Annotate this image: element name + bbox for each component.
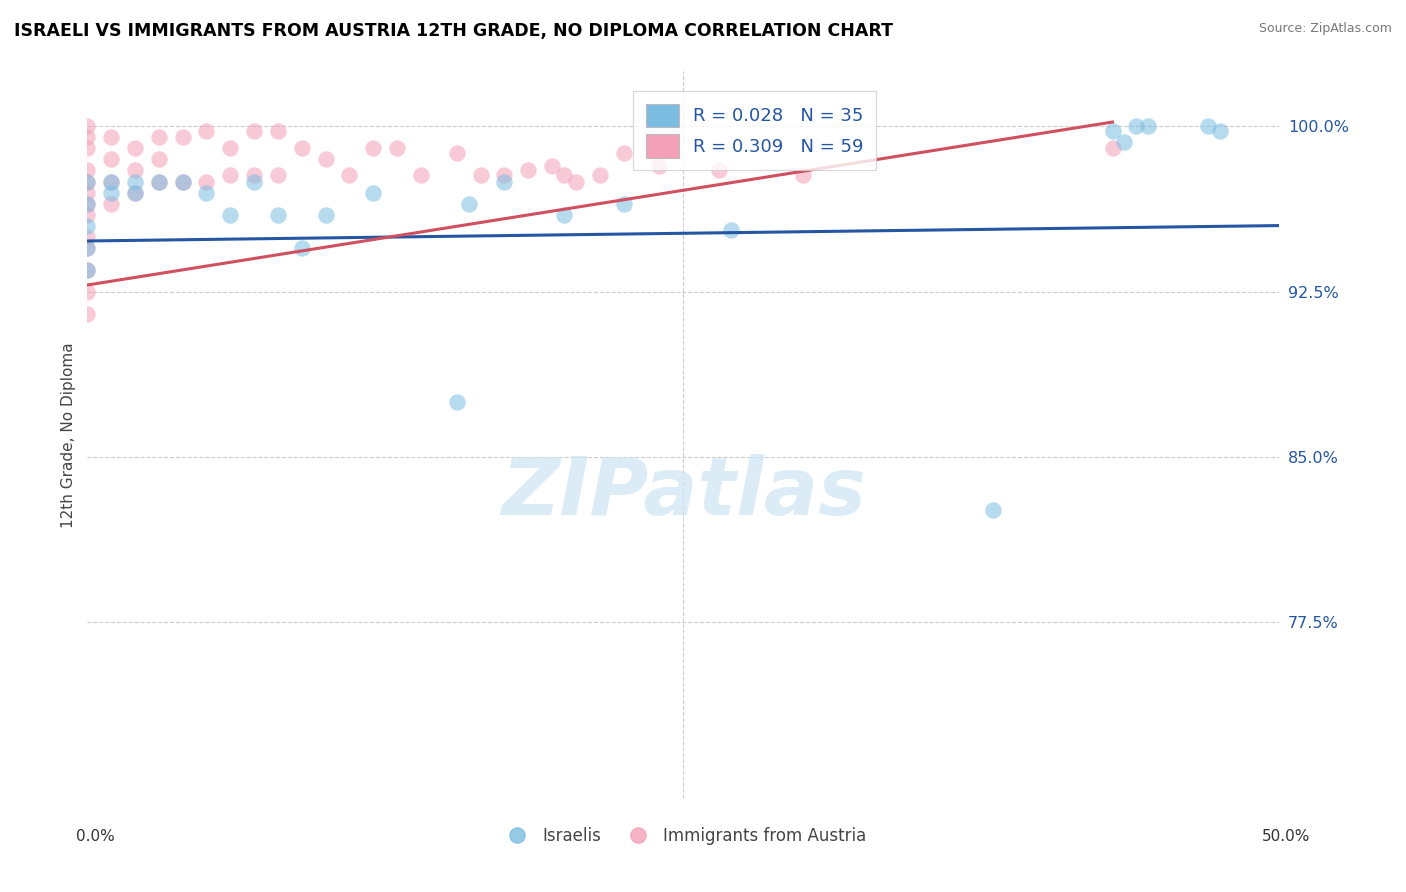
Point — [76, 196, 98, 211]
Point — [100, 130, 122, 145]
Point — [148, 153, 170, 167]
Point — [124, 186, 146, 200]
Point — [553, 208, 575, 222]
Point — [409, 168, 432, 182]
Point — [517, 163, 540, 178]
Point — [195, 174, 218, 188]
Point — [76, 130, 98, 145]
Point — [76, 196, 98, 211]
Point — [124, 186, 146, 200]
Point — [1197, 120, 1219, 134]
Point — [648, 159, 671, 173]
Point — [76, 163, 98, 178]
Point — [291, 141, 314, 155]
Point — [267, 168, 290, 182]
Point — [385, 141, 408, 155]
Point — [100, 153, 122, 167]
Point — [76, 241, 98, 255]
Point — [219, 141, 242, 155]
Point — [494, 174, 516, 188]
Point — [589, 168, 612, 182]
Text: 50.0%: 50.0% — [1263, 830, 1310, 844]
Point — [219, 168, 242, 182]
Point — [148, 174, 170, 188]
Point — [291, 241, 314, 255]
Point — [613, 196, 636, 211]
Point — [76, 174, 98, 188]
Point — [339, 168, 361, 182]
Point — [124, 174, 146, 188]
Point — [148, 174, 170, 188]
Point — [1114, 135, 1136, 149]
Point — [315, 208, 337, 222]
Point — [219, 208, 242, 222]
Point — [541, 159, 564, 173]
Point — [613, 145, 636, 160]
Point — [76, 219, 98, 233]
Point — [172, 174, 194, 188]
Point — [76, 141, 98, 155]
Point — [267, 124, 290, 138]
Point — [100, 186, 122, 200]
Point — [494, 168, 516, 182]
Text: Source: ZipAtlas.com: Source: ZipAtlas.com — [1258, 22, 1392, 36]
Point — [195, 186, 218, 200]
Point — [446, 145, 468, 160]
Point — [363, 186, 385, 200]
Point — [1101, 141, 1123, 155]
Point — [76, 307, 98, 321]
Point — [1125, 120, 1147, 134]
Point — [446, 394, 468, 409]
Point — [1137, 120, 1160, 134]
Point — [707, 163, 730, 178]
Point — [148, 130, 170, 145]
Point — [565, 174, 588, 188]
Point — [195, 124, 218, 138]
Point — [76, 241, 98, 255]
Point — [470, 168, 492, 182]
Point — [76, 120, 98, 134]
Point — [124, 141, 146, 155]
Point — [1209, 124, 1232, 138]
Point — [792, 168, 814, 182]
Point — [267, 208, 290, 222]
Point — [172, 174, 194, 188]
Point — [315, 153, 337, 167]
Point — [363, 141, 385, 155]
Point — [243, 124, 266, 138]
Point — [172, 130, 194, 145]
Y-axis label: 12th Grade, No Diploma: 12th Grade, No Diploma — [60, 342, 76, 528]
Point — [124, 163, 146, 178]
Point — [457, 196, 479, 211]
Point — [76, 262, 98, 277]
Point — [76, 285, 98, 299]
Point — [100, 174, 122, 188]
Text: ZIPatlas: ZIPatlas — [501, 454, 866, 532]
Point — [720, 223, 742, 237]
Text: 0.0%: 0.0% — [76, 830, 115, 844]
Point — [100, 174, 122, 188]
Point — [76, 186, 98, 200]
Point — [1101, 124, 1123, 138]
Point — [76, 208, 98, 222]
Text: ISRAELI VS IMMIGRANTS FROM AUSTRIA 12TH GRADE, NO DIPLOMA CORRELATION CHART: ISRAELI VS IMMIGRANTS FROM AUSTRIA 12TH … — [14, 22, 893, 40]
Point — [553, 168, 575, 182]
Point — [100, 196, 122, 211]
Point — [243, 174, 266, 188]
Point — [76, 262, 98, 277]
Point — [981, 502, 1004, 516]
Point — [76, 174, 98, 188]
Legend: Israelis, Immigrants from Austria: Israelis, Immigrants from Austria — [494, 821, 873, 852]
Point — [76, 229, 98, 244]
Point — [243, 168, 266, 182]
